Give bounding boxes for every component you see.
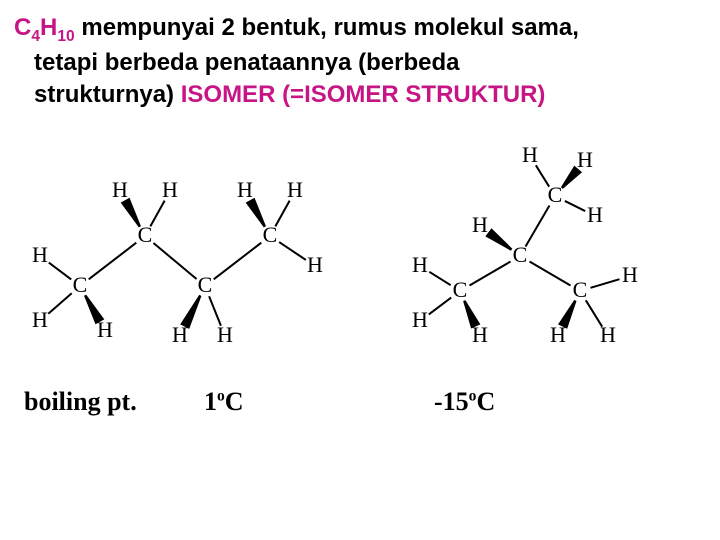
formula-H: H [40, 14, 57, 41]
svg-text:H: H [172, 322, 188, 347]
heading-line2: tetapi berbeda penataannya (berbeda [34, 49, 459, 76]
svg-text:H: H [287, 177, 303, 202]
formula-sub1: 4 [31, 28, 40, 45]
svg-text:C: C [138, 222, 153, 247]
svg-text:C: C [548, 182, 563, 207]
svg-text:H: H [412, 307, 428, 332]
svg-text:H: H [587, 202, 603, 227]
boiling-pt-value-2: -15oC [434, 387, 495, 417]
svg-text:H: H [237, 177, 253, 202]
svg-text:H: H [577, 147, 593, 172]
svg-text:H: H [522, 142, 538, 167]
isobutane-structure: CCCCHHHHHHHHHH [380, 136, 660, 356]
svg-text:C: C [198, 272, 213, 297]
molecule-isobutane: CCCCHHHHHHHHHH [380, 136, 660, 361]
svg-text:H: H [32, 307, 48, 332]
heading-isomer-term: ISOMER (=ISOMER STRUKTUR) [181, 81, 546, 108]
boiling-point-row: boiling pt. 1oC -15oC [0, 387, 720, 417]
svg-text:H: H [550, 322, 566, 347]
svg-text:H: H [162, 177, 178, 202]
heading-line1-rest: mempunyai 2 bentuk, rumus molekul sama, [81, 14, 578, 41]
formula-sub2: 10 [57, 28, 74, 45]
svg-text:H: H [622, 262, 638, 287]
svg-text:H: H [97, 317, 113, 342]
svg-text:H: H [112, 177, 128, 202]
slide-heading: C4H10 mempunyai 2 bentuk, rumus molekul … [0, 12, 720, 112]
svg-text:H: H [412, 252, 428, 277]
svg-text:C: C [73, 272, 88, 297]
svg-text:H: H [307, 252, 323, 277]
svg-text:C: C [453, 277, 468, 302]
nbutane-structure: CCCCHHHHHHHHHH [10, 136, 340, 356]
svg-text:C: C [573, 277, 588, 302]
svg-text:H: H [472, 212, 488, 237]
svg-text:H: H [600, 322, 616, 347]
boiling-pt-label: boiling pt. [24, 387, 204, 417]
svg-text:C: C [263, 222, 278, 247]
molecular-formula: C4H10 [14, 14, 81, 41]
formula-C: C [14, 14, 31, 41]
svg-text:H: H [32, 242, 48, 267]
svg-text:H: H [472, 322, 488, 347]
boiling-pt-value-1: 1oC [204, 387, 434, 417]
heading-line3-plain: strukturnya) [34, 81, 181, 108]
svg-text:H: H [217, 322, 233, 347]
molecules-row: CCCCHHHHHHHHHH CCCCHHHHHHHHHH [0, 136, 720, 361]
svg-text:C: C [513, 242, 528, 267]
molecule-nbutane: CCCCHHHHHHHHHH [10, 136, 340, 361]
